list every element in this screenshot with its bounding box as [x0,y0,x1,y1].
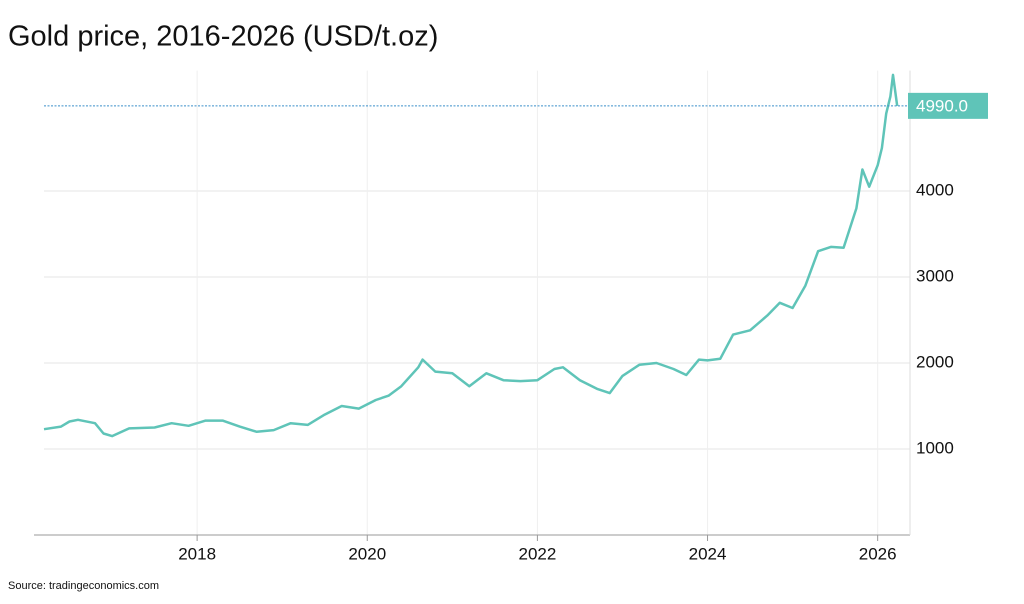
y-tick-label: 2000 [916,352,954,371]
chart-title: Gold price, 2016-2026 (USD/t.oz) [8,21,438,53]
y-tick-label: 1000 [916,438,954,457]
x-tick-label: 2018 [178,544,216,563]
source: Source: tradingeconomics.com [8,580,159,592]
x-tick-label: 2020 [348,544,386,563]
y-tick-label: 4000 [916,180,954,199]
reference-label: 4990.0 [916,96,968,115]
x-tick-label: 2022 [518,544,556,563]
reference-label-box [908,92,988,119]
y-tick-label: 3000 [916,266,954,285]
x-tick-label: 2026 [859,544,897,563]
x-tick-label: 2024 [689,544,727,563]
price-line [43,73,899,438]
